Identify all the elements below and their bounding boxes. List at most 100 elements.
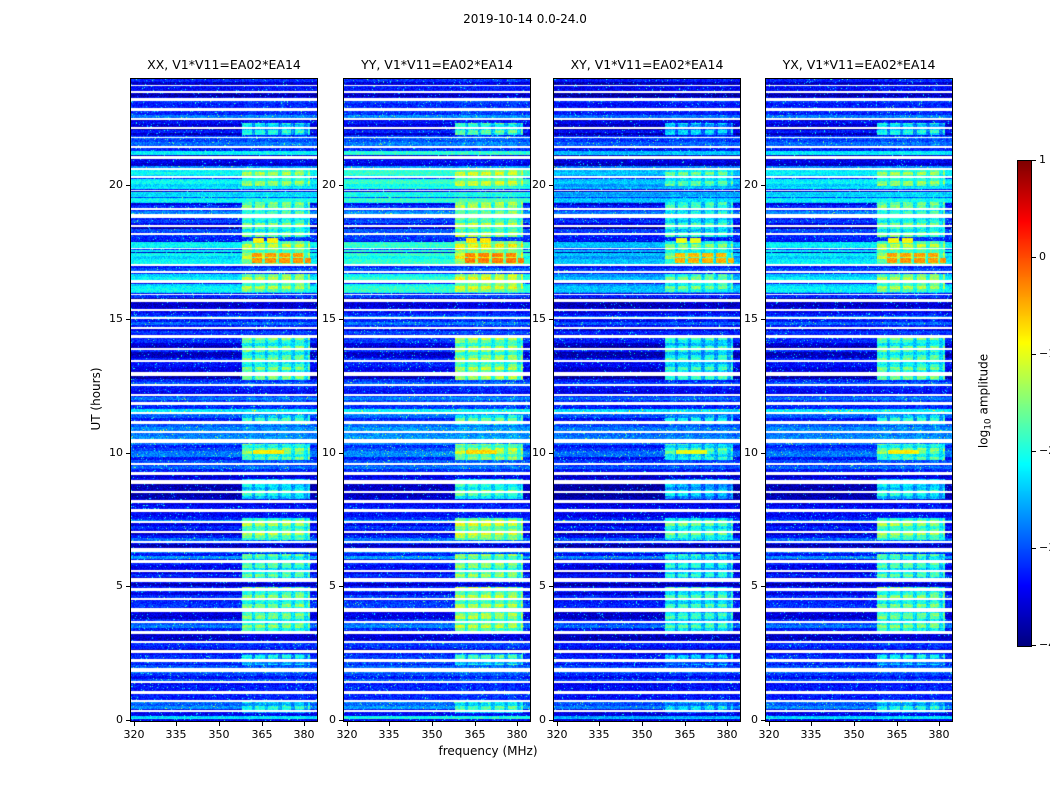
colorbar-tick-label: −3: [1039, 541, 1050, 554]
x-tick-mark: [347, 722, 348, 726]
y-tick-mark: [126, 453, 130, 454]
y-tick-label: 0: [751, 713, 758, 726]
y-tick-label: 5: [116, 579, 123, 592]
x-tick-mark: [685, 722, 686, 726]
x-tick-label: 350: [843, 728, 865, 741]
y-tick-label: 0: [116, 713, 123, 726]
y-tick-mark: [126, 720, 130, 721]
y-tick-label: 10: [322, 446, 336, 459]
x-tick-label: 335: [165, 728, 187, 741]
x-tick-mark: [432, 722, 433, 726]
y-tick-mark: [339, 319, 343, 320]
x-tick-mark: [557, 722, 558, 726]
y-tick-label: 0: [329, 713, 336, 726]
spectrogram-canvas-xy: [554, 79, 740, 721]
x-tick-mark: [939, 722, 940, 726]
x-tick-label: 335: [588, 728, 610, 741]
y-tick-mark: [761, 453, 765, 454]
y-tick-mark: [549, 453, 553, 454]
x-tick-mark: [176, 722, 177, 726]
x-tick-mark: [727, 722, 728, 726]
x-tick-label: 350: [421, 728, 443, 741]
y-tick-label: 10: [532, 446, 546, 459]
x-tick-label: 350: [631, 728, 653, 741]
x-tick-label: 380: [506, 728, 528, 741]
x-tick-mark: [262, 722, 263, 726]
panel-xy: XY, V1*V11=EA02*EA14: [553, 57, 741, 722]
y-tick-mark: [549, 586, 553, 587]
x-axis-label: frequency (MHz): [438, 744, 538, 758]
x-tick-mark: [642, 722, 643, 726]
y-tick-label: 10: [744, 446, 758, 459]
x-tick-mark: [389, 722, 390, 726]
panel-yy: YY, V1*V11=EA02*EA14: [343, 57, 531, 722]
y-tick-mark: [761, 586, 765, 587]
y-tick-label: 20: [109, 178, 123, 191]
figure-title: 2019-10-14 0.0-24.0: [463, 12, 587, 26]
colorbar-tick-mark: [1032, 645, 1036, 646]
colorbar-tick-mark: [1032, 257, 1036, 258]
x-tick-mark: [897, 722, 898, 726]
y-tick-label: 20: [744, 178, 758, 191]
y-tick-label: 5: [539, 579, 546, 592]
x-tick-label: 320: [758, 728, 780, 741]
x-tick-label: 320: [336, 728, 358, 741]
y-tick-label: 20: [322, 178, 336, 191]
x-tick-mark: [599, 722, 600, 726]
y-tick-label: 20: [532, 178, 546, 191]
x-tick-mark: [769, 722, 770, 726]
colorbar-label-rest: amplitude: [976, 353, 991, 419]
y-tick-mark: [126, 319, 130, 320]
y-tick-mark: [339, 720, 343, 721]
x-tick-label: 380: [293, 728, 315, 741]
colorbar-tick-label: −2: [1039, 444, 1050, 457]
y-tick-mark: [761, 185, 765, 186]
x-tick-label: 335: [800, 728, 822, 741]
spectrogram-canvas-xx: [131, 79, 317, 721]
colorbar-canvas: [1018, 161, 1031, 646]
colorbar: [1017, 160, 1032, 647]
x-tick-mark: [811, 722, 812, 726]
y-tick-label: 5: [751, 579, 758, 592]
colorbar-tick-mark: [1032, 160, 1036, 161]
colorbar-label-sub: 10: [983, 418, 994, 430]
colorbar-tick-mark: [1032, 451, 1036, 452]
y-tick-mark: [549, 185, 553, 186]
y-axis-label: UT (hours): [89, 367, 103, 431]
panel-xx: XX, V1*V11=EA02*EA14: [130, 57, 318, 722]
x-tick-label: 335: [378, 728, 400, 741]
y-tick-label: 15: [532, 312, 546, 325]
y-tick-mark: [549, 319, 553, 320]
y-tick-mark: [126, 586, 130, 587]
y-tick-mark: [761, 720, 765, 721]
panel-yx: YX, V1*V11=EA02*EA14: [765, 57, 953, 722]
x-tick-mark: [854, 722, 855, 726]
x-tick-label: 380: [928, 728, 950, 741]
y-tick-label: 15: [744, 312, 758, 325]
y-tick-label: 15: [322, 312, 336, 325]
y-tick-mark: [339, 185, 343, 186]
panel-yx-title: YX, V1*V11=EA02*EA14: [782, 57, 936, 72]
x-tick-mark: [304, 722, 305, 726]
y-tick-mark: [339, 586, 343, 587]
x-tick-mark: [517, 722, 518, 726]
colorbar-tick-label: −1: [1039, 347, 1050, 360]
x-tick-label: 365: [464, 728, 486, 741]
y-tick-label: 5: [329, 579, 336, 592]
colorbar-tick-mark: [1032, 548, 1036, 549]
spectrogram-canvas-yy: [344, 79, 530, 721]
x-tick-label: 365: [886, 728, 908, 741]
colorbar-tick-label: −4: [1039, 638, 1050, 651]
panel-yy-title: YY, V1*V11=EA02*EA14: [361, 57, 513, 72]
x-tick-mark: [134, 722, 135, 726]
y-tick-mark: [761, 319, 765, 320]
x-tick-label: 350: [208, 728, 230, 741]
panel-xy-title: XY, V1*V11=EA02*EA14: [570, 57, 724, 72]
x-tick-label: 365: [674, 728, 696, 741]
x-tick-label: 320: [546, 728, 568, 741]
y-tick-mark: [339, 453, 343, 454]
y-tick-mark: [126, 185, 130, 186]
x-tick-label: 320: [123, 728, 145, 741]
spectrogram-canvas-yx: [766, 79, 952, 721]
colorbar-tick-label: 0: [1039, 250, 1046, 263]
